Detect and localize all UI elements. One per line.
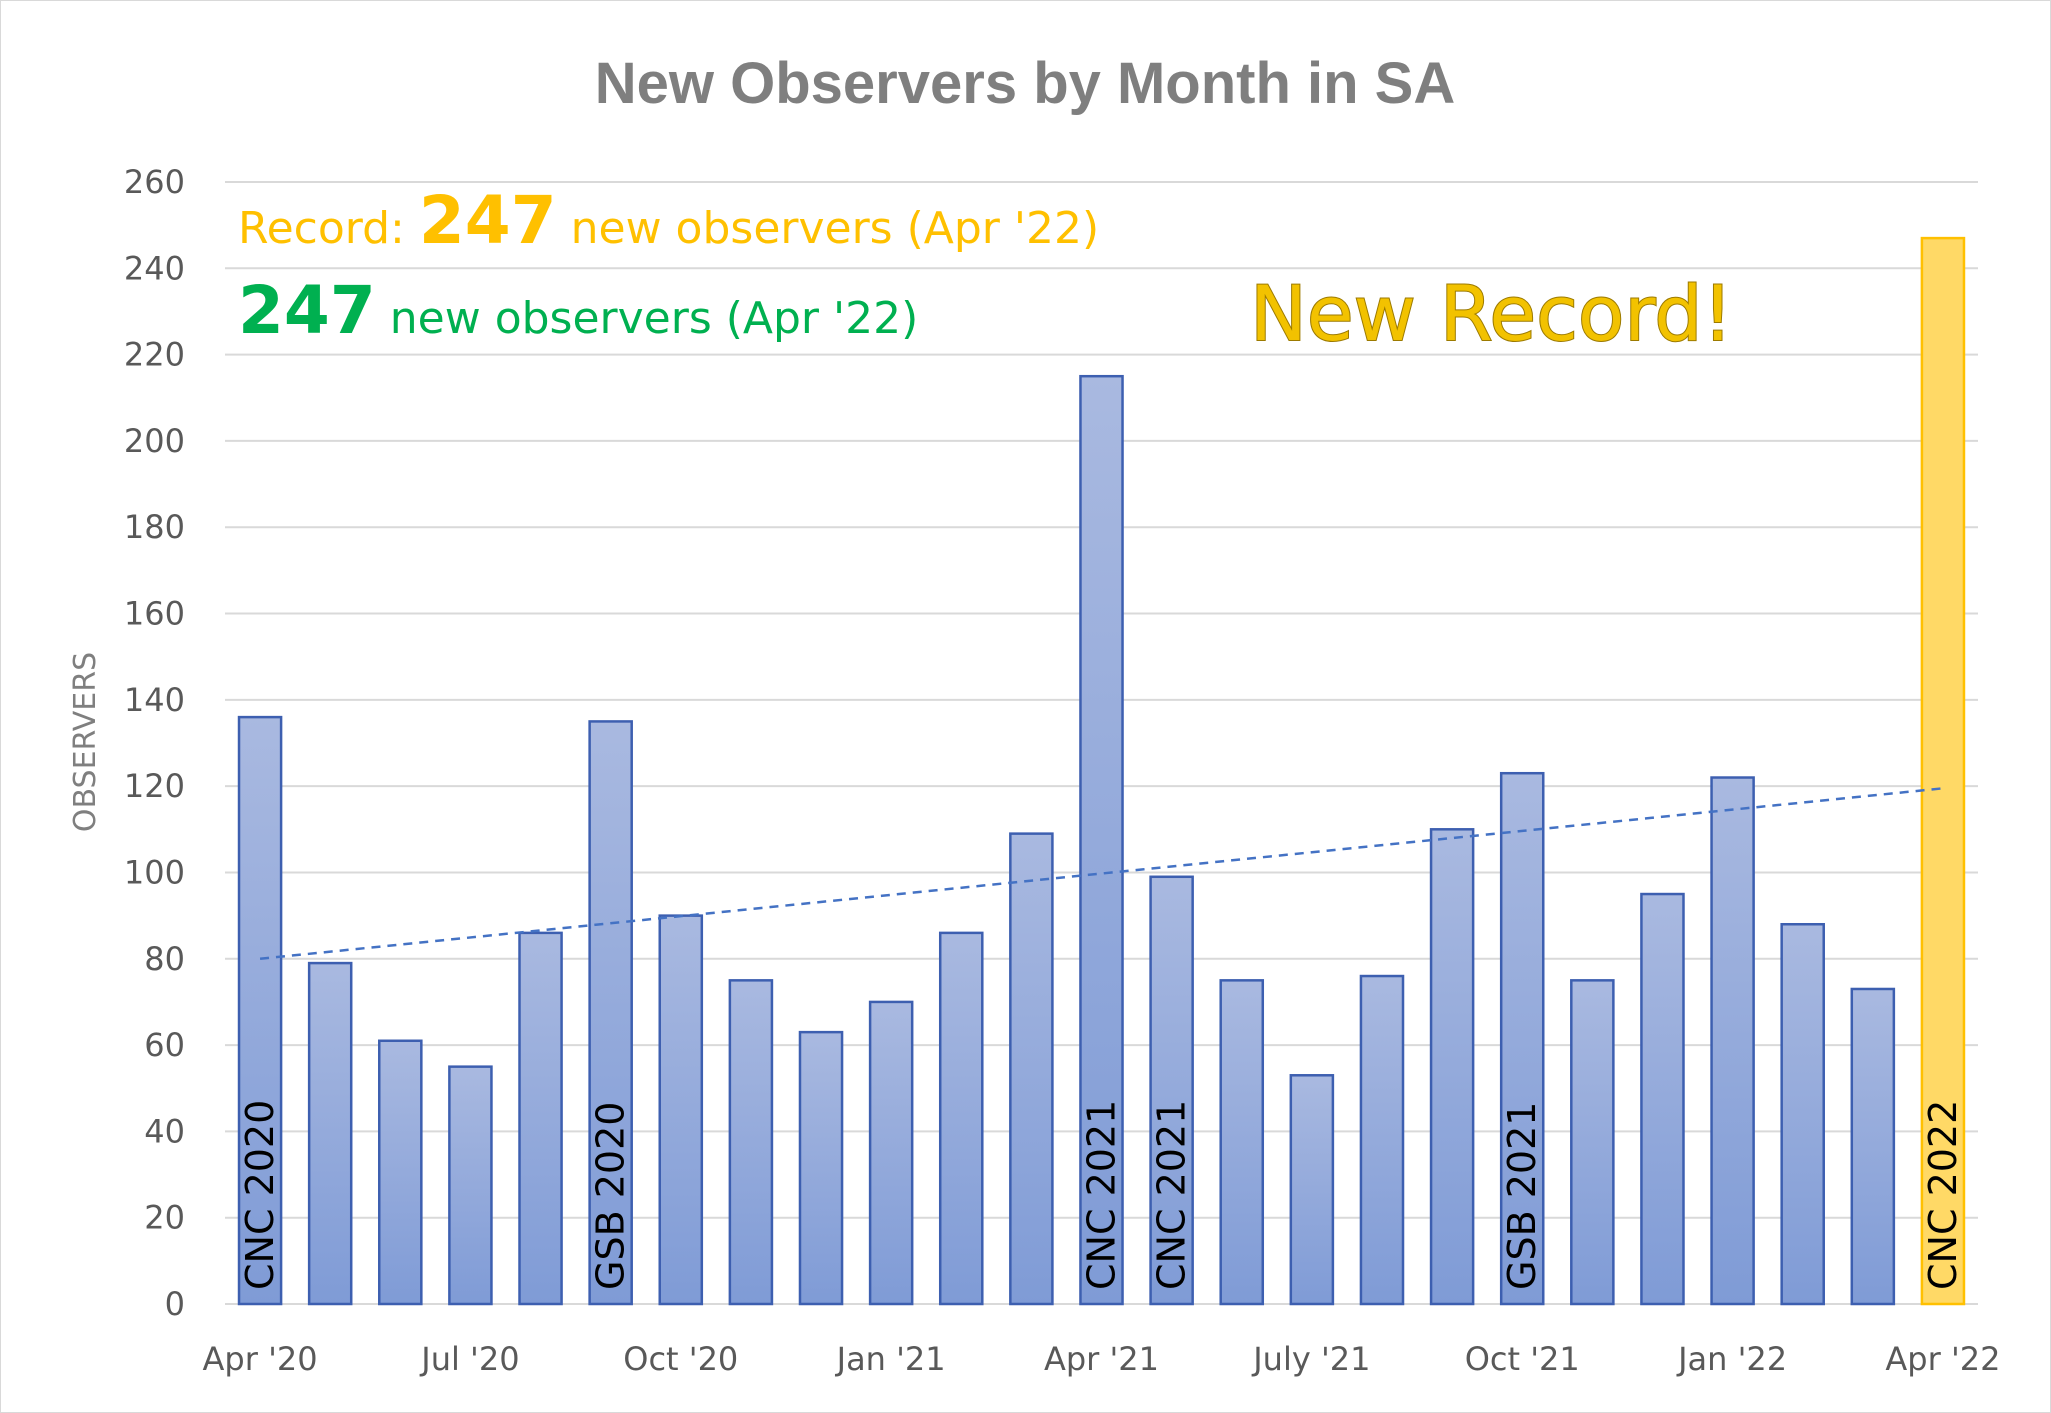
- trendline-line: [259, 787, 1944, 961]
- y-axis-label: OBSERVERS: [68, 652, 103, 832]
- bar: [1429, 828, 1475, 1306]
- y-tick-label: 180: [124, 508, 185, 546]
- bar: [1850, 987, 1896, 1306]
- y-tick-label: 200: [124, 422, 185, 460]
- bar: [518, 931, 563, 1306]
- record-prefix: Record:: [238, 203, 419, 254]
- y-tick-label: 40: [144, 1112, 185, 1150]
- bar: [1009, 832, 1054, 1306]
- bar-highlight: [1920, 236, 1966, 1306]
- bar: [307, 961, 353, 1306]
- trendline: [259, 787, 1944, 961]
- y-tick-label: 160: [124, 595, 185, 633]
- x-axis-ticks: Apr '20 Jul '20 Oct '20 Jan '21 Apr '21 July …: [203, 1340, 2001, 1378]
- y-tick-label: 80: [144, 940, 185, 978]
- y-tick-label: 140: [124, 681, 185, 719]
- bar-annotation-label: CNC 2022: [1921, 1100, 1965, 1290]
- bar: [1359, 974, 1405, 1306]
- bar: [588, 720, 633, 1306]
- current-value: 247: [238, 272, 376, 349]
- bar-annotation-label: CNC 2021: [1150, 1100, 1194, 1290]
- y-tick-label: 120: [124, 767, 185, 805]
- x-tick-label: Oct '21: [1465, 1340, 1580, 1378]
- bars: [237, 236, 1966, 1306]
- current-annotation: 247 new observers (Apr '22): [238, 272, 918, 349]
- bar: [1149, 875, 1194, 1306]
- x-tick-label: Oct '20: [623, 1340, 738, 1378]
- bar-labels: CNC 2020 GSB 2020 CNC 2021 CNC 2021 GSB 2021…: [238, 1100, 1965, 1290]
- y-tick-label: 260: [124, 163, 185, 201]
- bar: [728, 979, 774, 1306]
- y-axis-ticks: 0 20 40 60 80 100 120 140 160 180 200 220 240 260: [124, 163, 185, 1323]
- x-tick-label: Jan '21: [835, 1340, 946, 1378]
- x-tick-label: Jan '22: [1676, 1340, 1787, 1378]
- bar: [1640, 892, 1685, 1306]
- y-tick-label: 100: [124, 853, 185, 891]
- bar: [378, 1039, 423, 1306]
- x-tick-label: Jul '20: [419, 1340, 519, 1378]
- new-record-callout: New Record!: [1250, 269, 1733, 358]
- record-annotation: Record: 247 new observers (Apr '22): [238, 182, 1099, 259]
- x-tick-label: Apr '22: [1885, 1340, 2000, 1378]
- bar-annotation-label: GSB 2020: [589, 1102, 633, 1290]
- y-tick-label: 220: [124, 336, 185, 374]
- bar: [1710, 776, 1755, 1306]
- chart-title: New Observers by Month in SA: [595, 51, 1456, 116]
- bar-annotation-label: CNC 2020: [238, 1100, 282, 1290]
- record-value: 247: [419, 182, 557, 259]
- bar: [1570, 979, 1615, 1306]
- y-tick-label: 20: [144, 1199, 185, 1237]
- bar: [658, 914, 704, 1306]
- y-tick-label: 0: [165, 1285, 185, 1323]
- bar: [1780, 922, 1825, 1306]
- bar: [448, 1065, 493, 1306]
- bar-annotation-label: GSB 2021: [1500, 1102, 1544, 1290]
- record-suffix: new observers (Apr '22): [557, 203, 1099, 254]
- bar-annotation-label: CNC 2021: [1080, 1100, 1124, 1290]
- x-tick-label: Apr '21: [1044, 1340, 1159, 1378]
- y-tick-label: 60: [144, 1026, 185, 1064]
- bar: [938, 931, 984, 1306]
- x-tick-label: Apr '20: [203, 1340, 318, 1378]
- current-suffix: new observers (Apr '22): [376, 293, 918, 344]
- bar: [798, 1030, 844, 1306]
- bar: [1079, 374, 1124, 1306]
- bar: [868, 1000, 914, 1306]
- bar: [1499, 771, 1545, 1306]
- x-tick-label: July '21: [1251, 1340, 1370, 1378]
- bar: [1219, 979, 1265, 1306]
- y-tick-label: 240: [124, 249, 185, 287]
- bar: [1289, 1074, 1335, 1306]
- bar: [237, 715, 283, 1306]
